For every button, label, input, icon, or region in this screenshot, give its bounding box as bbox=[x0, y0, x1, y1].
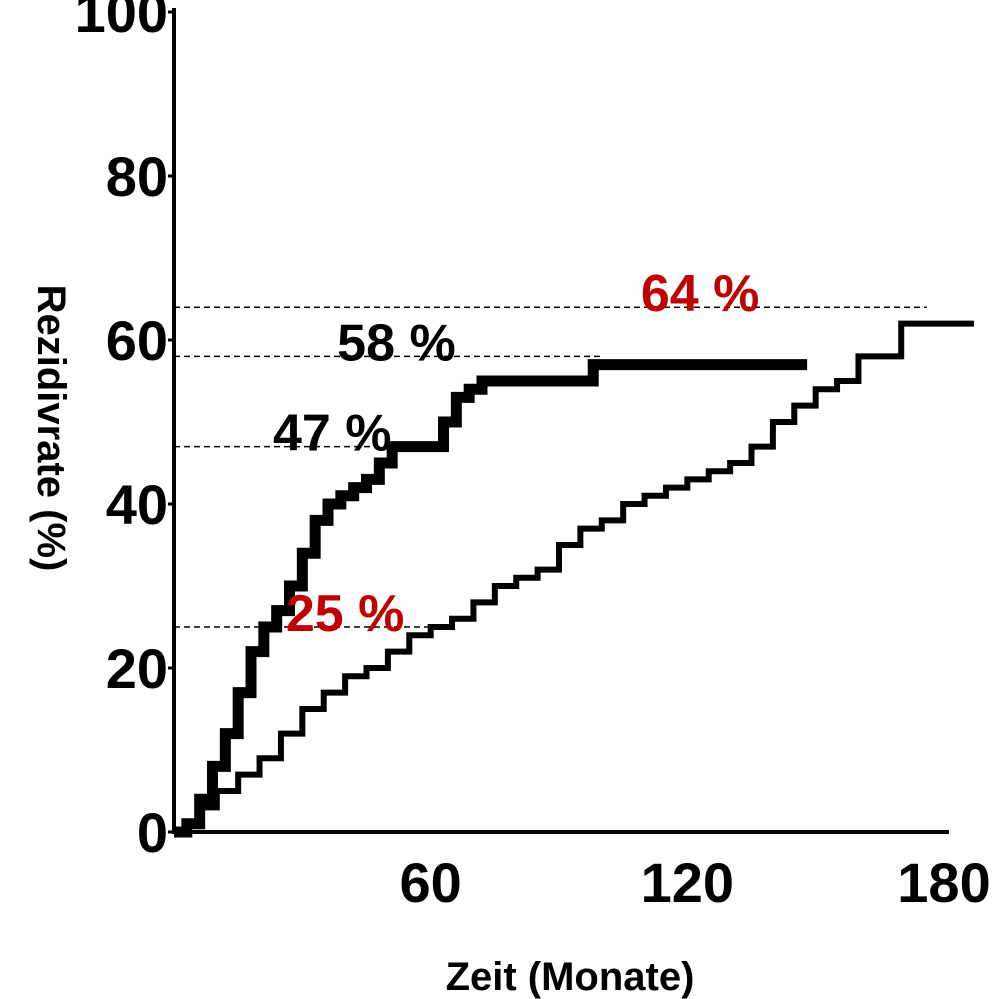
x-axis-title: Zeit (Monate) bbox=[446, 955, 695, 999]
y-axis-title: Rezidivrate (%) bbox=[29, 285, 73, 572]
annotation-label: 58 % bbox=[337, 314, 456, 372]
y-tick-label: 0 bbox=[137, 801, 168, 864]
x-tick-label: 180 bbox=[897, 851, 990, 914]
axes bbox=[172, 8, 944, 834]
annotations: 64 % 58 % 47 % 25 % bbox=[273, 265, 759, 643]
y-tick-label: 60 bbox=[106, 309, 168, 372]
x-tick-label: 60 bbox=[400, 851, 462, 914]
series-layer bbox=[174, 320, 974, 838]
y-tick-label: 100 bbox=[75, 0, 168, 44]
y-tick-label: 40 bbox=[106, 473, 168, 536]
annotation-label: 64 % bbox=[641, 265, 760, 323]
x-tick-label: 120 bbox=[641, 851, 734, 914]
ticks: 0 20 40 60 80 100 60 120 180 bbox=[75, 0, 991, 914]
series-line-thin bbox=[174, 320, 974, 835]
y-tick-label: 20 bbox=[106, 637, 168, 700]
y-tick-label: 80 bbox=[106, 145, 168, 208]
series-line-thick bbox=[174, 359, 808, 838]
reference-lines bbox=[174, 306, 927, 628]
annotation-label: 47 % bbox=[273, 405, 392, 463]
annotation-label: 25 % bbox=[286, 585, 405, 643]
